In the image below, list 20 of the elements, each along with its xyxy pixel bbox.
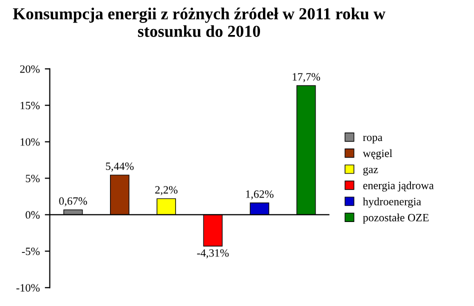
- data-label: 1,62%: [246, 190, 274, 200]
- data-label: 0,67%: [59, 197, 88, 206]
- legend-label: gaz: [363, 167, 378, 176]
- chart-title: Konsumpcja energii z różnych źródeł w 2011 roku w stosunku do 2010: [12, 8, 386, 37]
- data-label: 2,2%: [155, 186, 178, 196]
- y-tick-label: 0%: [26, 211, 40, 219]
- y-tick-label: 15%: [20, 102, 40, 110]
- legend-label: ropa: [363, 136, 382, 144]
- data-label: 17,7%: [292, 73, 320, 82]
- legend-label: hydroenergia: [362, 197, 422, 208]
- legend-label: węgiel: [362, 149, 392, 160]
- data-label: -4,31%: [197, 249, 229, 258]
- y-tick-label: -5%: [22, 248, 40, 256]
- y-tick-label: -10%: [16, 284, 40, 292]
- legend-label: pozostałe OZE: [362, 214, 429, 224]
- y-tick-label: 5%: [26, 174, 40, 182]
- y-tick-label: 20%: [20, 65, 40, 73]
- y-tick-label: 10%: [20, 138, 40, 146]
- legend-label: energia jądrowa: [363, 181, 434, 192]
- data-label: 5,44%: [106, 162, 134, 172]
